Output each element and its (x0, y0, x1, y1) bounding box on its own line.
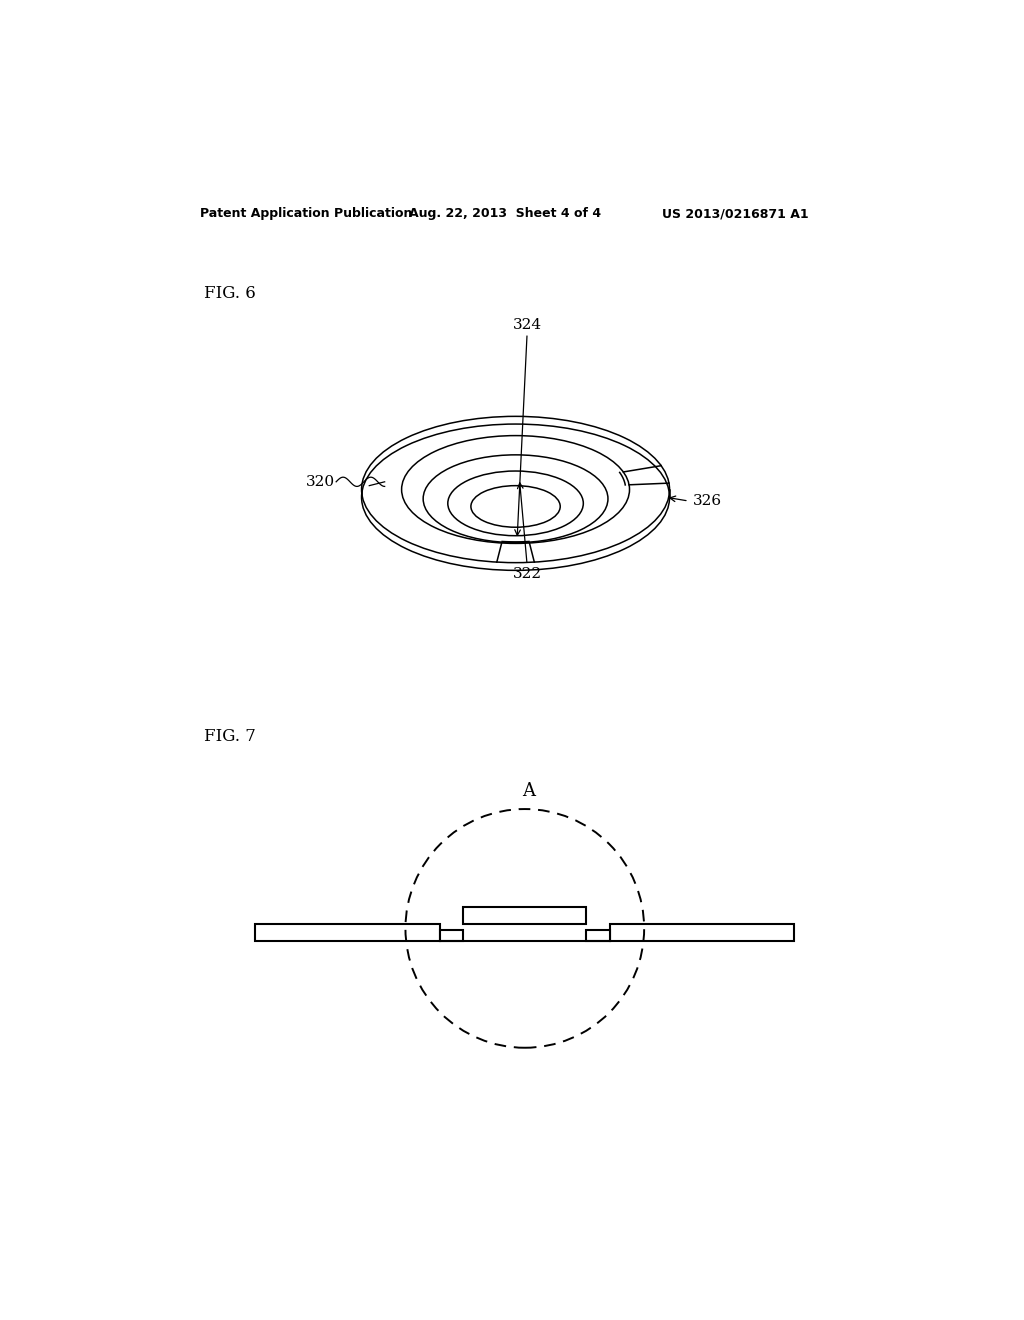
Text: 324: 324 (513, 318, 542, 331)
Text: 322: 322 (513, 566, 542, 581)
Text: FIG. 7: FIG. 7 (204, 729, 256, 746)
Text: FIG. 6: FIG. 6 (204, 285, 255, 302)
Text: A: A (522, 781, 536, 800)
Text: 326: 326 (692, 494, 722, 508)
Bar (440, 929, 463, 941)
Bar (587, 929, 609, 941)
Bar (463, 907, 587, 924)
Text: Aug. 22, 2013  Sheet 4 of 4: Aug. 22, 2013 Sheet 4 of 4 (410, 207, 601, 220)
Bar (255, 924, 440, 941)
Text: US 2013/0216871 A1: US 2013/0216871 A1 (662, 207, 809, 220)
Text: Patent Application Publication: Patent Application Publication (200, 207, 413, 220)
Bar (609, 924, 795, 941)
Text: 320: 320 (305, 475, 335, 488)
